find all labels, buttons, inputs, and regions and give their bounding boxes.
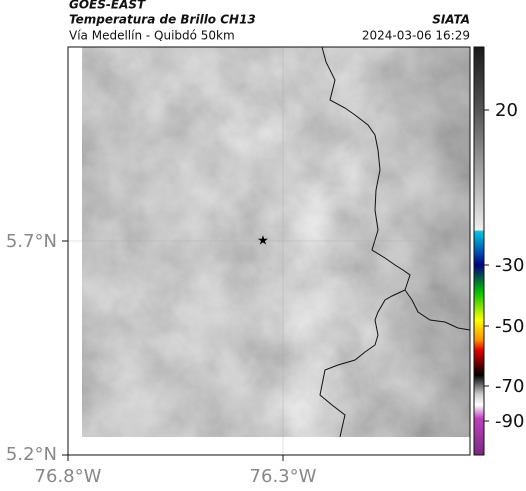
image-shade: [82, 47, 470, 437]
source: SIATA: [432, 13, 470, 27]
colorbar-label: -70: [495, 376, 524, 397]
subtitle: Temperatura de Brillo CH13: [69, 13, 256, 27]
lat-label: 5.7°N: [6, 231, 57, 252]
colorbar-label: -90: [495, 411, 524, 432]
colorbar-ticks: [484, 109, 489, 422]
colorbar-label: -50: [495, 316, 524, 337]
colorbar-scale: [473, 46, 485, 456]
colorbar-label: -30: [495, 255, 524, 276]
route: Vía Medellín - Quibdó 50km: [69, 29, 235, 43]
location-marker: ★: [257, 234, 269, 249]
lat-label: 5.2°N: [6, 444, 57, 465]
colorbar-label: 20: [495, 100, 518, 121]
borders: [319, 47, 470, 437]
map: ★ 5.7°N 5.2°N 76.8°W 76.3°W: [6, 46, 471, 487]
title: GOES-EAST: [69, 0, 146, 12]
map-frame: [67, 46, 471, 456]
lon-label: 76.3°W: [250, 466, 317, 487]
colorbar: 20 -30 -50 -70 -90: [473, 46, 524, 456]
lon-label: 76.8°W: [35, 466, 102, 487]
timestamp: 2024-03-06 16:29: [362, 29, 470, 43]
